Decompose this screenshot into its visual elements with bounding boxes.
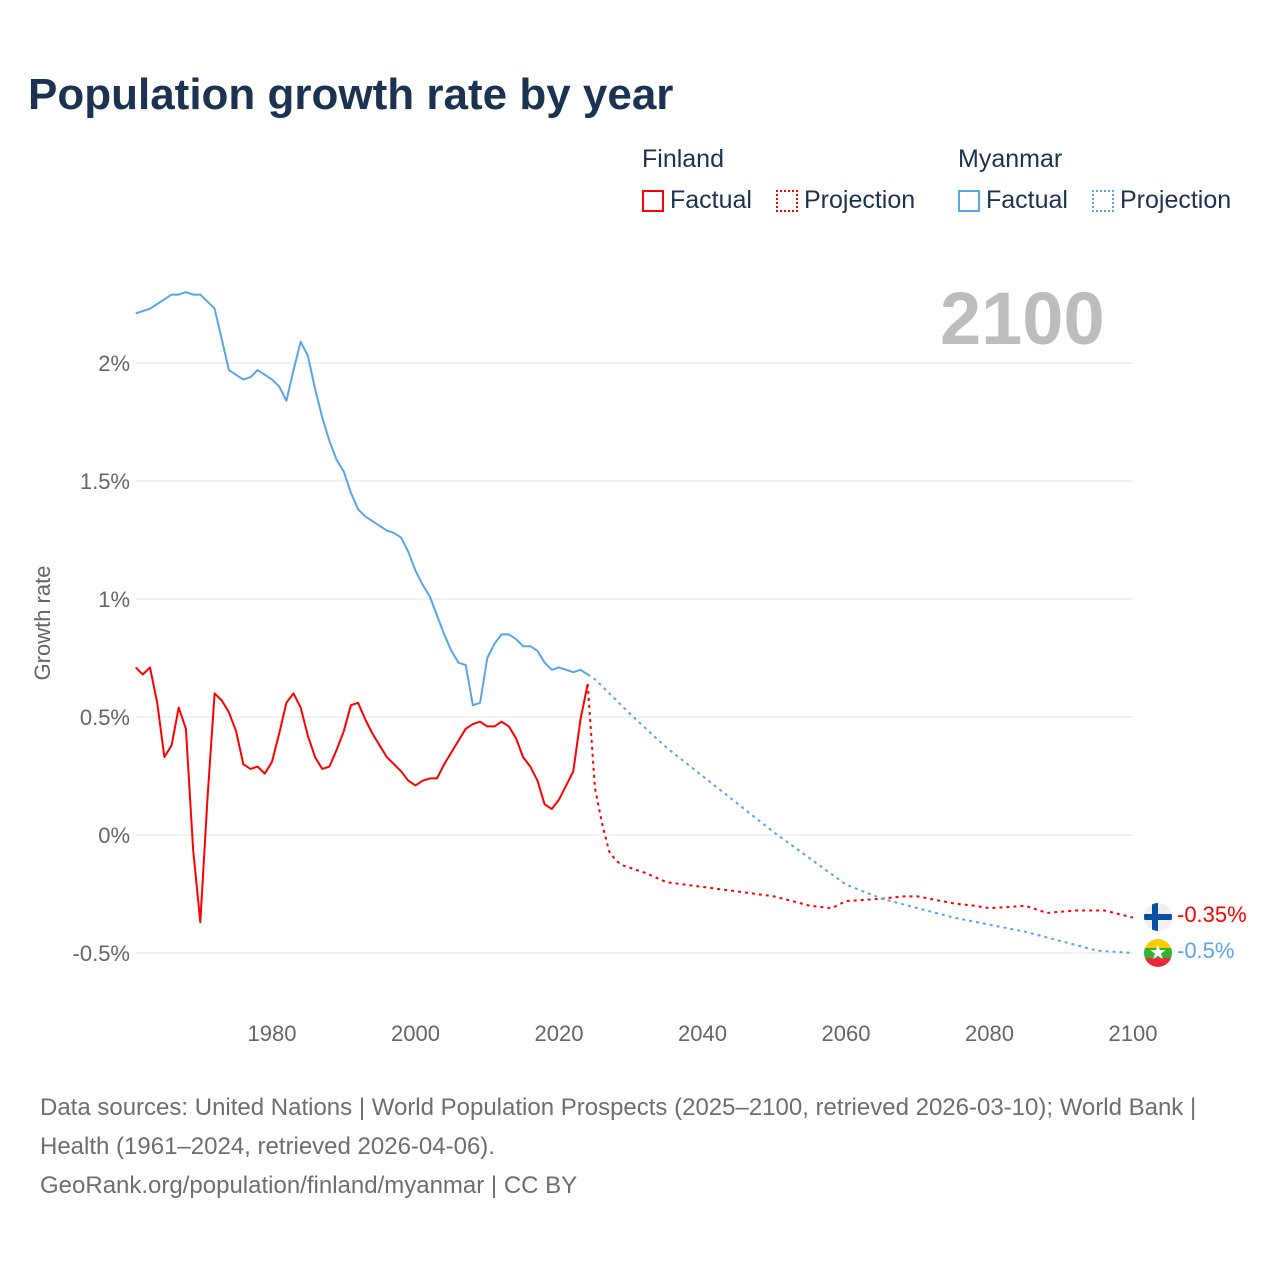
- legend-group-myanmar: Myanmar: [958, 145, 1063, 173]
- finland-factual-line: [134, 666, 589, 924]
- footer: Data sources: United Nations | World Pop…: [40, 1088, 1240, 1205]
- x-tick-label: 1980: [248, 1021, 297, 1046]
- finland-projection-line: [586, 683, 1134, 919]
- legend-swatch-icon: [958, 189, 980, 212]
- legend-finland-factual[interactable]: Factual: [642, 186, 752, 215]
- myanmar-end-label: -0.5%: [1177, 938, 1235, 963]
- y-tick-label: 1.5%: [80, 469, 130, 494]
- legend-label: Factual: [986, 186, 1068, 214]
- legend-group-finland: Finland: [642, 145, 724, 173]
- x-tick-label: 2020: [535, 1021, 584, 1046]
- myanmar-flag-icon: ★: [1144, 939, 1172, 967]
- x-tick-label: 2040: [678, 1021, 727, 1046]
- y-tick-label: 0%: [98, 823, 130, 848]
- legend-myanmar-projection[interactable]: Projection: [1092, 186, 1231, 215]
- x-tick-label: 2000: [391, 1021, 440, 1046]
- current-year-label: 2100: [940, 277, 1105, 360]
- legend-myanmar-factual[interactable]: Factual: [958, 186, 1068, 215]
- y-tick-label: 2%: [98, 351, 130, 376]
- data-sources: Data sources: United Nations | World Pop…: [40, 1094, 1197, 1160]
- legend-swatch-icon: [776, 189, 798, 212]
- y-tick-label: -0.5%: [73, 941, 130, 966]
- y-tick-label: 1%: [98, 587, 130, 612]
- finland-end-label: -0.35%: [1177, 902, 1247, 927]
- myanmar-factual-line: [135, 291, 589, 707]
- myanmar-projection-line: [587, 673, 1134, 954]
- legend-label: Projection: [1120, 186, 1232, 214]
- page-title: Population growth rate by year: [28, 70, 674, 119]
- x-tick-label: 2080: [965, 1021, 1014, 1046]
- y-axis-label: Growth rate: [30, 566, 55, 681]
- legend-swatch-icon: [1092, 189, 1114, 212]
- legend-finland-projection[interactable]: Projection: [776, 186, 915, 215]
- y-tick-label: 0.5%: [80, 705, 130, 730]
- legend-label: Projection: [804, 186, 916, 214]
- legend-label: Factual: [670, 186, 752, 214]
- legend-swatch-icon: [642, 189, 664, 212]
- x-tick-label: 2100: [1109, 1021, 1158, 1046]
- credit-link[interactable]: GeoRank.org/population/finland/myanmar |…: [40, 1172, 578, 1199]
- x-tick-label: 2060: [822, 1021, 871, 1046]
- finland-flag-icon: [1144, 903, 1172, 931]
